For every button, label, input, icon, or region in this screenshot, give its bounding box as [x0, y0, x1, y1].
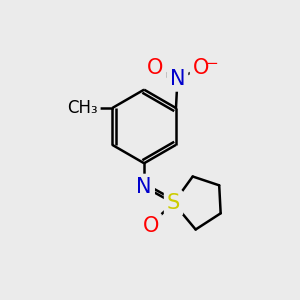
- Text: S: S: [167, 193, 180, 213]
- Text: CH₃: CH₃: [68, 99, 98, 117]
- Text: −: −: [206, 56, 219, 71]
- Text: O: O: [142, 216, 159, 236]
- Text: N: N: [170, 69, 185, 88]
- Text: N: N: [136, 177, 152, 197]
- Text: O: O: [147, 58, 164, 78]
- Text: O: O: [193, 58, 209, 78]
